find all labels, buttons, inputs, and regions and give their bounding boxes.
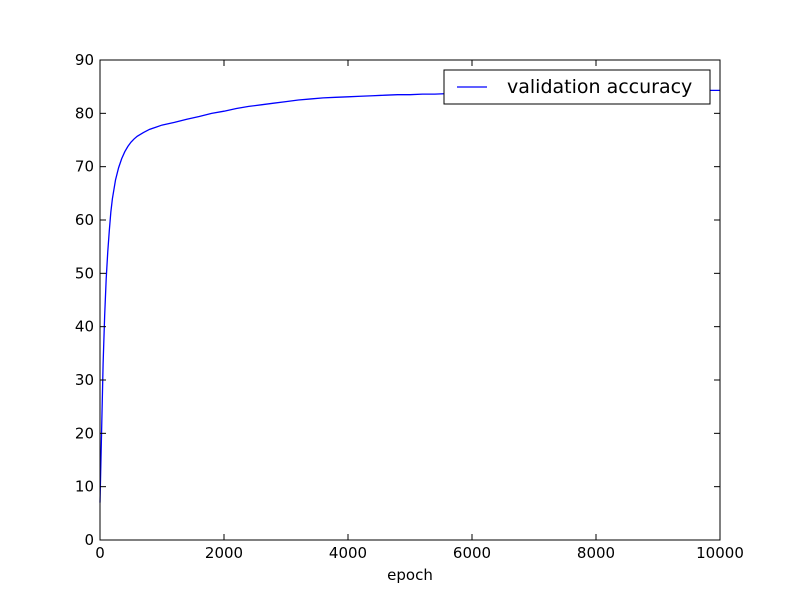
y-tick-label: 70 (75, 158, 94, 176)
plot-background (100, 60, 720, 540)
y-tick-label: 10 (75, 478, 94, 496)
y-tick-label: 0 (84, 531, 94, 549)
x-tick-label: 2000 (205, 544, 243, 562)
y-tick-label: 20 (75, 424, 94, 442)
x-tick-label: 4000 (329, 544, 367, 562)
y-tick-label: 90 (75, 51, 94, 69)
x-tick-label: 0 (95, 544, 105, 562)
legend: validation accuracy (443, 69, 711, 105)
legend-box (443, 69, 711, 105)
x-tick-label: 8000 (577, 544, 615, 562)
x-axis-label: epoch (387, 566, 433, 584)
y-tick-label: 40 (75, 318, 94, 336)
y-tick-label: 30 (75, 371, 94, 389)
ticks-layer: 0 2000 4000 6000 8000 10000 0 10 20 30 40 50 60 70 80 9… (75, 51, 744, 562)
x-tick-label: 10000 (696, 544, 744, 562)
x-tick-label: 6000 (453, 544, 491, 562)
y-tick-label: 50 (75, 264, 94, 282)
legend-entry-validation-accuracy: validation accuracy (507, 76, 692, 98)
y-tick-label: 60 (75, 211, 94, 229)
y-tick-label: 80 (75, 104, 94, 122)
plot-frame (99, 59, 721, 541)
